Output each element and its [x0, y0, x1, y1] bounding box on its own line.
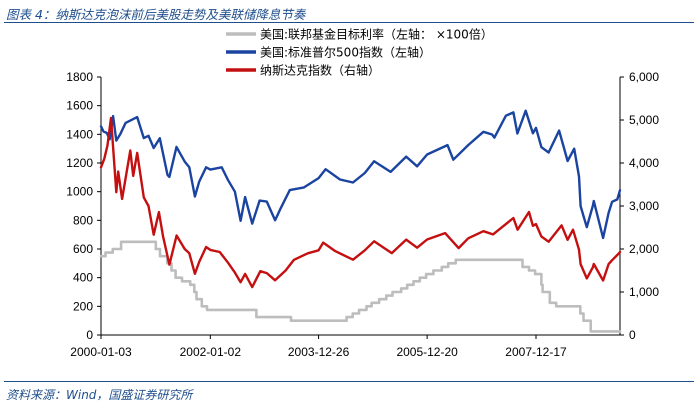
- figure-source: 资料来源：Wind，国盛证券研究所: [6, 388, 193, 402]
- x-tick-label: 2003-12-26: [288, 345, 350, 359]
- x-tick-label: 2005-12-20: [396, 345, 458, 359]
- legend-label-nasdaq: 纳斯达克指数（右轴）: [260, 63, 380, 78]
- nasdaq-line: [99, 116, 622, 289]
- x-tick-label: 2002-01-02: [180, 345, 242, 359]
- left-tick-label: 1600: [66, 99, 93, 113]
- legend-label-fed-funds: 美国:联邦基金目标利率（左轴： ×100倍）: [260, 27, 493, 42]
- chart-legend: 美国:联邦基金目标利率（左轴： ×100倍） 美国:标准普尔500指数（左轴） 纳斯…: [226, 27, 493, 78]
- left-tick-label: 200: [73, 299, 93, 313]
- sp500-line: [99, 109, 622, 240]
- left-tick-label: 600: [73, 242, 93, 256]
- figure-title: 图表 4：纳斯达克泡沫前后美股走势及美联储降息节奏: [6, 7, 306, 22]
- x-tick-label: 2007-12-17: [505, 345, 567, 359]
- left-tick-label: 400: [73, 271, 93, 285]
- left-tick-label: 800: [73, 213, 93, 227]
- left-tick-label: 0: [86, 328, 93, 342]
- left-tick-label: 1400: [66, 127, 93, 141]
- left-tick-label: 1200: [66, 156, 93, 170]
- line-chart: 0 200 400 600 800 1000 1200 1400 1600 1800 0 1,000 2…: [66, 27, 659, 360]
- right-tick-label: 4,000: [629, 156, 659, 170]
- left-tick-label: 1800: [66, 70, 93, 84]
- series-layer: [99, 109, 622, 333]
- right-tick-label: 3,000: [629, 199, 659, 213]
- fed-funds-rate-line: [99, 240, 622, 333]
- left-tick-label: 1000: [66, 185, 93, 199]
- right-tick-label: 6,000: [629, 70, 659, 84]
- legend-label-sp500: 美国:标准普尔500指数（左轴）: [260, 45, 431, 60]
- right-tick-label: 2,000: [629, 242, 659, 256]
- chart-axes: 0 200 400 600 800 1000 1200 1400 1600 1800 0 1,000 2…: [66, 70, 659, 359]
- right-tick-label: 0: [629, 328, 636, 342]
- source-divider: [4, 381, 694, 382]
- title-divider: [4, 22, 694, 23]
- right-tick-label: 5,000: [629, 113, 659, 127]
- x-tick-label: 2000-01-03: [70, 345, 132, 359]
- right-tick-label: 1,000: [629, 285, 659, 299]
